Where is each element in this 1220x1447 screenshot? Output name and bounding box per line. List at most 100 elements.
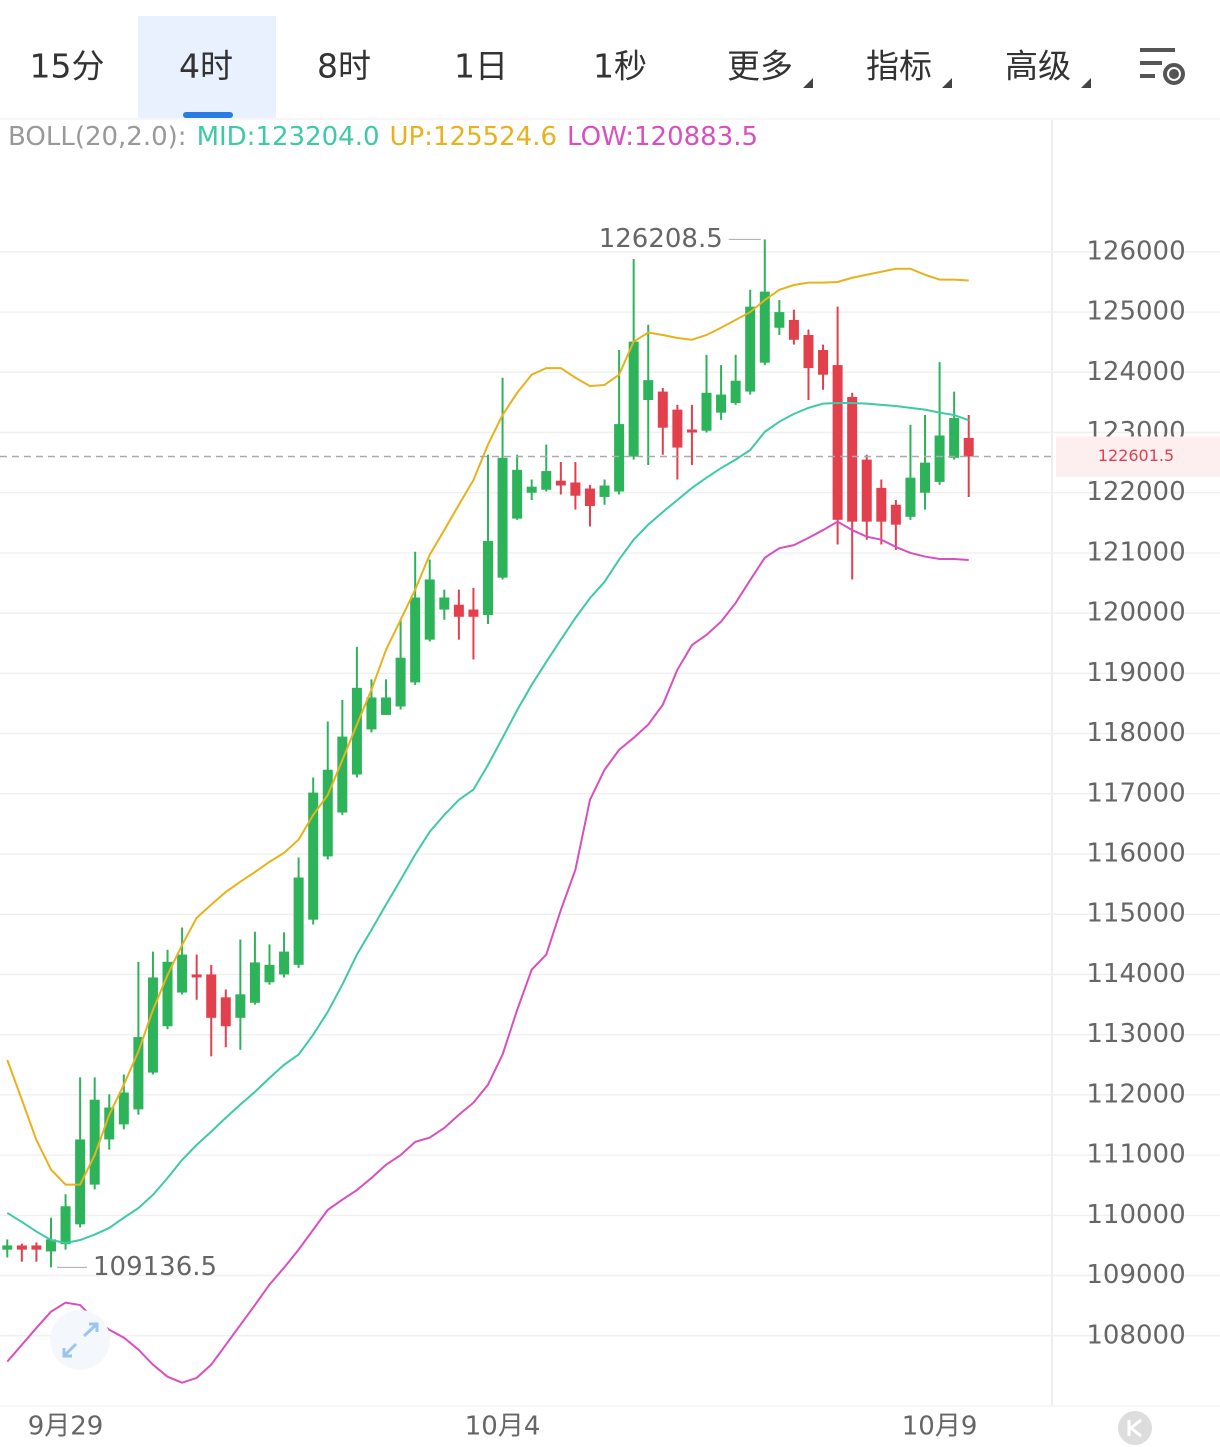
y-tick-label: 118000 <box>1086 718 1185 748</box>
candle-body <box>279 951 290 975</box>
boll-line <box>6 402 970 1245</box>
candle-body <box>31 1245 42 1250</box>
dropdown-caret <box>1081 78 1091 88</box>
candle-body <box>920 462 931 493</box>
last-price-box <box>1056 436 1220 477</box>
candle-body <box>497 457 508 578</box>
candle-body <box>162 961 173 1027</box>
tab[interactable]: 高级 <box>1005 47 1071 86</box>
boll-line <box>6 267 969 1186</box>
y-tick-label: 108000 <box>1086 1320 1185 1350</box>
legend: BOLL(20,2.0): MID:123204.0 UP:125524.6 LOW:… <box>8 122 758 152</box>
x-tick-label: 10月9 <box>902 1412 978 1442</box>
candle-body <box>133 1037 144 1110</box>
grid <box>0 251 1220 1337</box>
x-tick-label: 9月29 <box>28 1412 104 1442</box>
candle-body <box>75 1139 86 1225</box>
candle-body <box>526 486 537 493</box>
candle-body <box>628 341 639 457</box>
last-price-label: 122601.5 <box>1098 446 1174 465</box>
candle-body <box>118 1092 129 1125</box>
candle-body <box>104 1107 115 1140</box>
y-tick-label: 120000 <box>1086 598 1185 628</box>
y-tick-label: 122000 <box>1086 477 1185 507</box>
candle-body <box>2 1245 13 1250</box>
indicator-label: BOLL(20,2.0): <box>8 122 187 152</box>
candle-body <box>963 437 974 457</box>
dropdown-caret <box>942 78 952 88</box>
y-tick-label: 116000 <box>1086 839 1185 869</box>
candle-body <box>322 769 333 857</box>
candle-body <box>584 488 595 506</box>
candle-body <box>424 579 435 640</box>
candle-body <box>308 792 319 920</box>
candle-body <box>599 485 610 497</box>
candle-body <box>701 392 712 431</box>
candle-body <box>657 391 668 428</box>
candle-body <box>803 334 814 369</box>
candle-body <box>672 409 683 448</box>
candle-body <box>45 1239 56 1252</box>
candle-body <box>337 736 348 813</box>
candle-body <box>570 482 581 496</box>
y-tick-label: 115000 <box>1086 899 1185 929</box>
candle-body <box>730 380 741 404</box>
candle-body <box>876 487 887 522</box>
x-tick-label: 10月4 <box>465 1412 541 1442</box>
y-tick-label: 126000 <box>1086 236 1185 266</box>
boll-line <box>6 520 969 1384</box>
candle-body <box>191 974 202 978</box>
y-tick-label: 112000 <box>1086 1079 1185 1109</box>
y-tick-label: 111000 <box>1086 1140 1185 1170</box>
candle-body <box>555 480 566 486</box>
candle-body <box>395 657 406 707</box>
active-tab-underline <box>183 112 233 118</box>
candle-body <box>483 540 493 615</box>
tab[interactable]: 15分 <box>30 47 105 86</box>
plot <box>2 239 974 1384</box>
tab[interactable]: 指标 <box>866 47 932 86</box>
min-label: 109136.5 <box>93 1252 217 1282</box>
dropdown-caret <box>803 78 813 88</box>
candle-body <box>788 319 799 340</box>
y-tick-label: 113000 <box>1086 1019 1185 1049</box>
candle-body <box>686 429 697 433</box>
candle-body <box>832 365 843 520</box>
tabs: 15分 4时 8时 1日 1秒 更多 指标 高级 <box>30 16 1091 118</box>
candle-body <box>905 477 916 517</box>
candle-body <box>147 977 158 1073</box>
candle-body <box>220 997 231 1027</box>
legend-entry: MID:123204.0 <box>197 122 380 152</box>
tab[interactable]: 4时 <box>179 47 233 86</box>
candle-body <box>249 962 260 1003</box>
legend-entry: UP:125524.6 <box>390 122 558 152</box>
expand-icon[interactable] <box>50 1310 110 1370</box>
active-tab-bg <box>138 16 276 118</box>
y-tick-label: 119000 <box>1086 658 1185 688</box>
tab[interactable]: 1秒 <box>593 47 647 86</box>
k-icon[interactable] <box>1118 1411 1152 1445</box>
candle-body <box>934 435 945 482</box>
max-label: 126208.5 <box>599 224 723 254</box>
tab[interactable]: 8时 <box>317 47 371 86</box>
candle-body <box>861 459 872 522</box>
candle-body <box>293 877 304 965</box>
tab[interactable]: 更多 <box>727 47 793 86</box>
settings-icon[interactable] <box>1140 48 1185 85</box>
candle-body <box>890 504 901 525</box>
candle-body <box>847 396 858 522</box>
candle-body <box>745 306 756 392</box>
candle-body <box>366 697 377 730</box>
candle-body <box>89 1099 100 1185</box>
candle-body <box>774 312 785 328</box>
candle-body <box>439 597 450 610</box>
candle-body <box>177 954 188 993</box>
y-tick-label: 110000 <box>1086 1200 1185 1230</box>
candle-body <box>818 350 829 375</box>
y-tick-label: 109000 <box>1086 1260 1185 1290</box>
tab[interactable]: 1日 <box>454 47 508 86</box>
legend-entry: LOW:120883.5 <box>567 122 758 152</box>
candle-body <box>60 1206 71 1245</box>
y-tick-label: 124000 <box>1086 357 1185 387</box>
